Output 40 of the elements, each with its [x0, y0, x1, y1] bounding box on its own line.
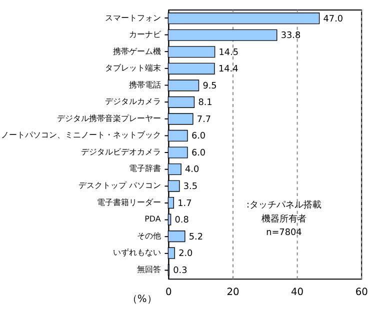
y-tick-label: デジタルビデオカメラ — [80, 147, 161, 156]
data-label: 33.8 — [280, 31, 301, 42]
data-label: 3.5 — [183, 182, 198, 192]
data-label: 47.0 — [323, 14, 344, 24]
data-label: 0.8 — [174, 216, 190, 226]
x-tick-label: 60 — [355, 286, 368, 298]
y-tick-label: PDA — [144, 214, 162, 224]
x-tick-label: 20 — [226, 286, 240, 298]
data-label: 14.5 — [218, 48, 239, 58]
y-tick-label: ノートパソコン、ミニノート・ネットブック — [0, 130, 161, 140]
data-label: 5.2 — [188, 232, 204, 242]
y-tick-label: 無回答 — [136, 264, 161, 274]
y-tick-label: 携帯電話 — [128, 80, 161, 90]
data-label: 4.0 — [185, 165, 200, 176]
annotation: :タッチパネル搭載 — [246, 200, 322, 211]
y-tick-label: 電子辞書 — [128, 164, 161, 174]
y-tick-label: デジタルカメラ — [104, 97, 161, 106]
annotation: 機器所有者 — [261, 213, 306, 224]
x-tick-label: 40 — [291, 286, 304, 298]
y-tick-label: いずれもない — [112, 248, 161, 258]
data-label: 2.0 — [178, 249, 194, 260]
data-label: 1.7 — [178, 198, 192, 209]
y-tick-label: カーナビ — [128, 30, 162, 40]
annotation: n=7804 — [266, 228, 302, 238]
data-label: 6.0 — [191, 132, 206, 142]
y-tick-label: デスクトップ パソコン — [78, 180, 161, 190]
y-tick-label: タブレット端末 — [104, 64, 161, 73]
data-label: 9.5 — [202, 81, 217, 92]
data-label: 6.0 — [191, 148, 206, 158]
x-tick-label: 0 — [166, 286, 172, 298]
y-tick-label: スマートフォン — [104, 13, 161, 22]
data-label: 7.7 — [196, 114, 212, 125]
y-tick-label: 携帯ゲーム機 — [112, 46, 161, 56]
data-label: 8.1 — [198, 98, 212, 108]
y-tick-label: デジタル携帯音楽プレーヤー — [56, 114, 161, 123]
data-label: 0.3 — [173, 266, 188, 276]
x-axis-title: （%） — [127, 294, 157, 305]
y-tick-label: その他 — [136, 231, 161, 240]
y-tick-label: 電子書籍リーダー — [96, 198, 161, 207]
data-label: 14.4 — [218, 64, 239, 75]
